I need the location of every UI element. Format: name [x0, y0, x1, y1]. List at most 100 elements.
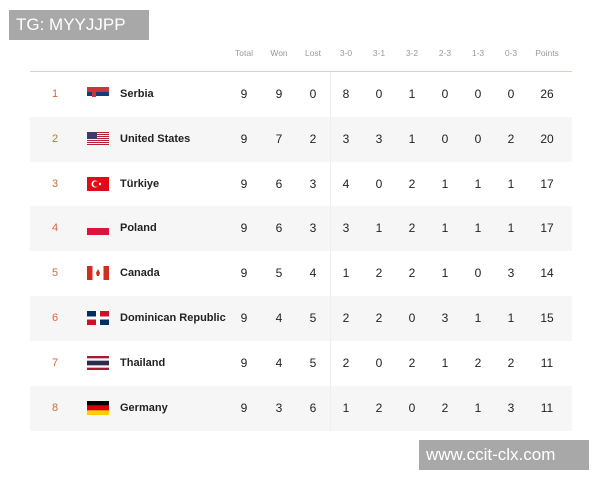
rank: 6	[51, 312, 59, 324]
stat-3-0: 1	[342, 266, 350, 281]
rank: 8	[51, 401, 59, 414]
stat-lost: 2	[309, 131, 317, 146]
stat-2-3: 0	[441, 87, 449, 101]
stat-3-1: 2	[375, 400, 383, 415]
stat-3-0: 3	[342, 221, 350, 236]
stat-2-3: 1	[441, 355, 449, 370]
team-name[interactable]: Dominican Republic	[120, 312, 226, 324]
stat-0-3: 1	[507, 311, 515, 325]
column-header[interactable]: 3-2	[405, 48, 419, 58]
table-row[interactable]: 7 Thailand 9 4 5 2 0 2 1 2 2 11	[30, 341, 572, 386]
column-header[interactable]: Points	[535, 48, 559, 58]
stat-1-3: 1	[474, 221, 482, 236]
stat-3-0: 4	[342, 176, 350, 191]
stat-3-2: 2	[408, 266, 416, 281]
table-row[interactable]: 2 United States 9 7 2 3 3 1 0 0 2 20	[30, 116, 572, 162]
rank: 2	[51, 132, 59, 145]
stat-won: 3	[275, 400, 283, 415]
stat-3-2: 0	[408, 400, 416, 415]
stat-points: 26	[540, 87, 554, 101]
table-row[interactable]: 1 Serbia 9 9 0 8 0 1 0 0 0 26	[30, 72, 572, 117]
table-row[interactable]: 6 Dominican Republic 9 4 5 2 2 0 3 1 1 15	[30, 296, 572, 341]
rank: 3	[51, 177, 59, 190]
stat-3-1: 2	[375, 266, 383, 281]
stat-3-0: 1	[342, 400, 350, 415]
stat-3-2: 2	[408, 221, 416, 236]
thailand-flag-icon	[87, 355, 109, 370]
stat-lost: 5	[309, 355, 317, 370]
stat-won: 5	[275, 266, 283, 281]
column-header[interactable]: Total	[235, 48, 253, 58]
team-name[interactable]: Germany	[120, 401, 168, 414]
table-row[interactable]: 3 Türkiye 9 6 3 4 0 2 1 1 1 17	[30, 162, 572, 207]
team-name[interactable]: United States	[120, 132, 191, 145]
stat-lost: 3	[309, 176, 317, 191]
table-row[interactable]: 4 Poland 9 6 3 3 1 2 1 1 1 17	[30, 206, 572, 252]
serbia-flag-icon	[87, 87, 109, 101]
stat-2-3: 0	[441, 131, 449, 146]
stat-0-3: 1	[507, 176, 515, 191]
column-header[interactable]: Lost	[304, 48, 322, 58]
stat-0-3: 2	[507, 131, 515, 146]
stat-lost: 6	[309, 400, 317, 415]
stat-points: 11	[540, 400, 554, 415]
stat-won: 4	[275, 311, 283, 325]
table-row[interactable]: 8 Germany 9 3 6 1 2 0 2 1 3 11	[30, 385, 572, 431]
stat-points: 17	[540, 176, 554, 191]
stat-total: 9	[240, 176, 248, 191]
table-row[interactable]: 5 Canada 9 5 4 1 2 2 1 0 3 14	[30, 251, 572, 296]
stat-3-0: 2	[342, 355, 350, 370]
stat-points: 11	[540, 355, 554, 370]
stat-total: 9	[240, 131, 248, 146]
column-header[interactable]: 3-1	[372, 48, 386, 58]
column-header[interactable]: 0-3	[504, 48, 518, 58]
stat-points: 20	[540, 131, 554, 146]
stat-1-3: 1	[474, 311, 482, 325]
team-name[interactable]: Canada	[120, 267, 160, 280]
stat-1-3: 0	[474, 131, 482, 146]
stat-points: 15	[540, 311, 554, 325]
dominican-republic-flag-icon	[87, 311, 109, 325]
column-header[interactable]: 3-0	[339, 48, 353, 58]
stat-1-3: 1	[474, 400, 482, 415]
stat-2-3: 3	[441, 311, 449, 325]
header-divider	[30, 71, 572, 72]
stat-lost: 5	[309, 311, 317, 325]
stat-total: 9	[240, 266, 248, 281]
germany-flag-icon	[87, 400, 109, 415]
stat-total: 9	[240, 400, 248, 415]
stat-3-0: 2	[342, 311, 350, 325]
stat-3-2: 1	[408, 87, 416, 101]
watermark-top: TG: MYYJJPP	[9, 10, 149, 40]
stat-won: 4	[275, 355, 283, 370]
team-name[interactable]: Thailand	[120, 356, 166, 369]
stat-total: 9	[240, 311, 248, 325]
stat-3-1: 0	[375, 176, 383, 191]
column-header[interactable]: Won	[270, 48, 288, 58]
stat-3-2: 2	[408, 176, 416, 191]
stat-1-3: 0	[474, 87, 482, 101]
stat-total: 9	[240, 355, 248, 370]
team-name[interactable]: Serbia	[120, 88, 154, 100]
stat-3-1: 3	[375, 131, 383, 146]
column-header[interactable]: 1-3	[471, 48, 485, 58]
stat-points: 17	[540, 221, 554, 236]
stat-won: 7	[275, 131, 283, 146]
team-name[interactable]: Poland	[120, 222, 157, 235]
team-name[interactable]: Türkiye	[120, 177, 160, 190]
stat-1-3: 2	[474, 355, 482, 370]
stat-won: 6	[275, 221, 283, 236]
column-header[interactable]: 2-3	[438, 48, 452, 58]
column-divider	[330, 72, 331, 430]
stat-0-3: 2	[507, 355, 515, 370]
stat-3-0: 8	[342, 87, 350, 101]
stat-won: 6	[275, 176, 283, 191]
stat-lost: 0	[309, 87, 317, 101]
stat-points: 14	[540, 266, 554, 281]
stat-3-1: 0	[375, 87, 383, 101]
stat-total: 9	[240, 221, 248, 236]
stat-1-3: 1	[474, 176, 482, 191]
turkey-flag-icon	[87, 176, 109, 191]
stat-2-3: 1	[441, 266, 449, 281]
stat-2-3: 1	[441, 221, 449, 236]
